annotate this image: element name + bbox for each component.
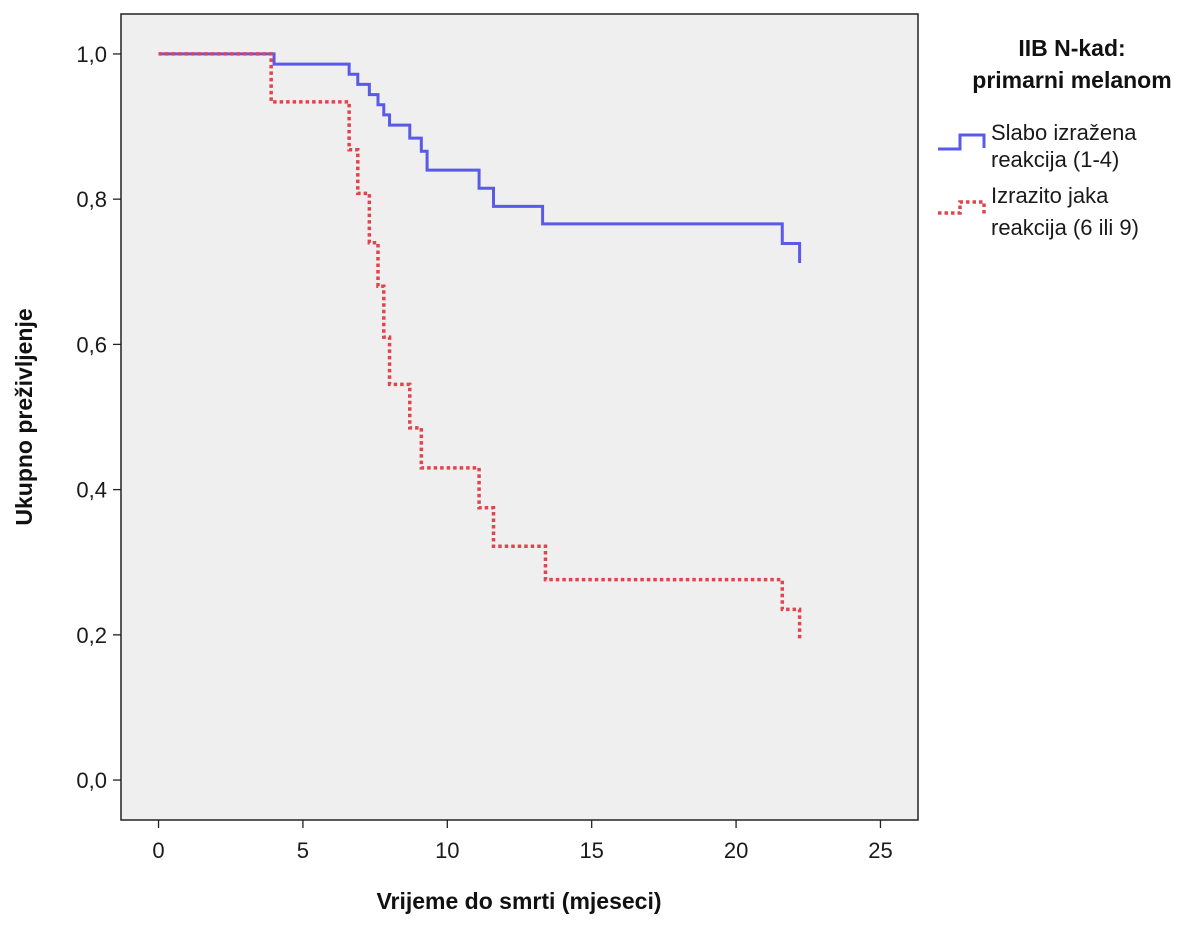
x-tick-label: 0 xyxy=(152,838,164,863)
legend-label-izrazito-line-1: Izrazito jaka xyxy=(991,183,1109,208)
legend-swatch-solid xyxy=(938,133,986,151)
series-layer xyxy=(158,52,802,639)
y-tick-label: 0,2 xyxy=(76,623,107,648)
x-axis-title: Vrijeme do smrti (mjeseci) xyxy=(376,888,661,914)
x-tick-label: 20 xyxy=(724,838,748,863)
y-tick-label: 0,4 xyxy=(76,478,107,503)
y-tick-label: 0,6 xyxy=(76,332,107,357)
legend-label-slabo-line-1: Slabo izražena xyxy=(991,120,1137,145)
legend-item-slabo: Slabo izražena reakcija (1-4) xyxy=(938,120,1137,172)
plot-area xyxy=(120,13,919,821)
y-tick-label: 0,0 xyxy=(76,768,107,793)
legend-title-line-1: IIB N-kad: xyxy=(1018,35,1125,61)
x-tick-label: 15 xyxy=(579,838,603,863)
x-tick-label: 25 xyxy=(868,838,892,863)
legend: IIB N-kad: primarni melanom Slabo izraže… xyxy=(938,35,1172,240)
legend-label-slabo-line-2: reakcija (1-4) xyxy=(991,147,1119,172)
x-tick-label: 5 xyxy=(297,838,309,863)
y-axis: 0,0 0,2 0,4 0,6 0,8 1,0 xyxy=(76,42,121,793)
legend-title-line-2: primarni melanom xyxy=(972,67,1171,93)
y-tick-label: 1,0 xyxy=(76,42,107,67)
y-axis-title: Ukupno preživljenje xyxy=(11,308,37,525)
legend-item-izrazito: Izrazito jaka reakcija (6 ili 9) xyxy=(938,183,1139,240)
series-line-1 xyxy=(158,52,802,264)
series-line-2 xyxy=(158,52,802,639)
x-tick-label: 10 xyxy=(435,838,459,863)
y-tick-label: 0,8 xyxy=(76,187,107,212)
legend-label-izrazito-line-2: reakcija (6 ili 9) xyxy=(991,215,1139,240)
legend-swatch-dotted xyxy=(938,200,986,215)
x-axis: 0 5 10 15 20 25 xyxy=(152,820,893,863)
